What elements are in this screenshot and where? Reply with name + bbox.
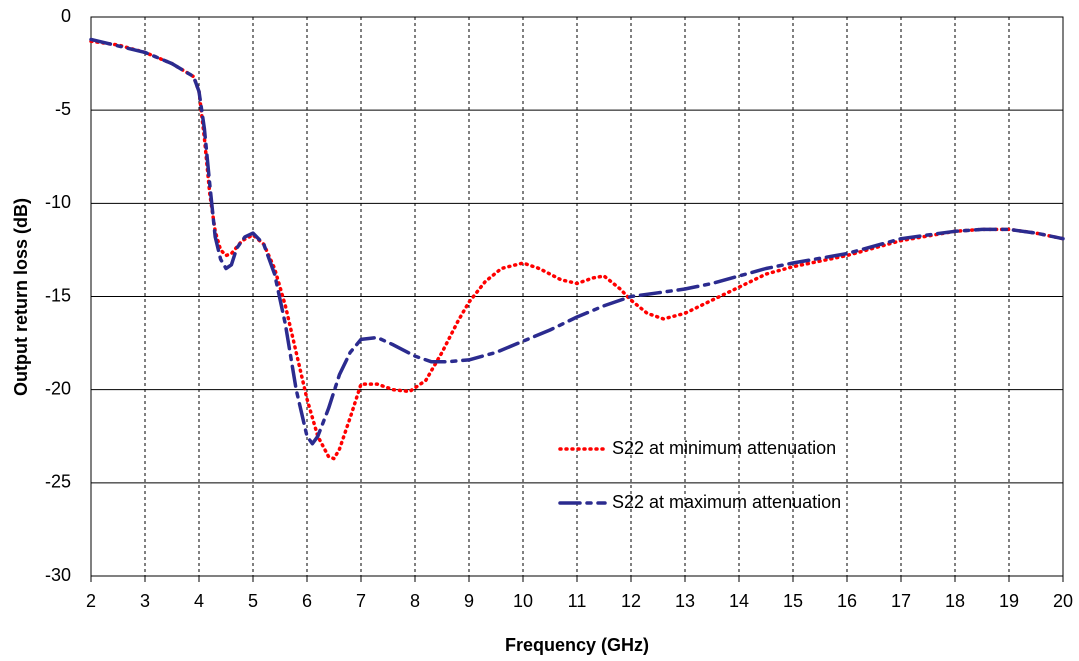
y-tick-label: -30: [45, 565, 71, 585]
x-axis-label: Frequency (GHz): [505, 635, 649, 655]
x-tick-label: 15: [783, 591, 803, 611]
x-tick-label: 3: [140, 591, 150, 611]
y-axis-label: Output return loss (dB): [11, 198, 31, 396]
x-tick-label: 10: [513, 591, 533, 611]
y-tick-label: -20: [45, 378, 71, 398]
x-tick-label: 13: [675, 591, 695, 611]
y-tick-label: -25: [45, 472, 71, 492]
x-tick-label: 14: [729, 591, 749, 611]
x-tick-label: 2: [86, 591, 96, 611]
legend-label: S22 at minimum attenuation: [612, 438, 836, 458]
x-tick-label: 9: [464, 591, 474, 611]
y-tick-label: -15: [45, 285, 71, 305]
x-tick-label: 20: [1053, 591, 1073, 611]
data-line: [89, 37, 1065, 446]
x-tick-label: 18: [945, 591, 965, 611]
y-tick-label: -10: [45, 192, 71, 212]
data-line: [89, 39, 1065, 461]
x-tick-label: 8: [410, 591, 420, 611]
legend-label: S22 at maximum attenuation: [612, 492, 841, 512]
x-tick-label: 17: [891, 591, 911, 611]
y-tick-label: 0: [61, 6, 71, 26]
x-tick-label: 6: [302, 591, 312, 611]
x-tick-label: 11: [568, 591, 587, 611]
y-tick-label: -5: [55, 99, 71, 119]
x-tick-label: 19: [999, 591, 1019, 611]
x-tick-label: 12: [621, 591, 641, 611]
x-tick-label: 4: [194, 591, 204, 611]
x-tick-label: 16: [837, 591, 857, 611]
x-tick-label: 7: [356, 591, 366, 611]
plot-frame: [90, 16, 1064, 577]
x-tick-label: 5: [248, 591, 258, 611]
